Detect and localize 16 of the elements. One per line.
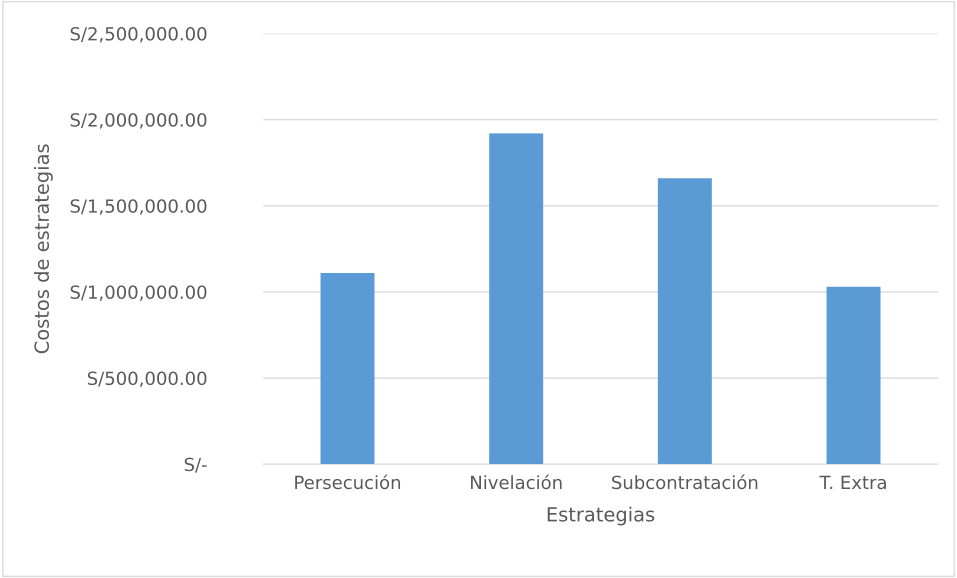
y-tick-label: S/2,500,000.00 bbox=[70, 26, 206, 42]
x-tick-label: Persecución bbox=[295, 474, 400, 490]
y-axis-title: Costos de estrategias bbox=[34, 144, 53, 354]
x-tick-label: Subcontratación bbox=[612, 474, 758, 490]
x-tick-label: T. Extra bbox=[819, 476, 886, 490]
bar bbox=[826, 286, 881, 464]
x-axis-title: Estrategias bbox=[548, 506, 654, 526]
y-tick-label: S/500,000.00 bbox=[88, 371, 206, 387]
bar bbox=[320, 272, 374, 464]
y-tick-label: S/1,000,000.00 bbox=[70, 285, 206, 301]
bar bbox=[658, 178, 712, 464]
bar bbox=[489, 133, 544, 464]
y-tick-label: S/- bbox=[184, 458, 207, 473]
x-tick-label: Nivelación bbox=[471, 474, 562, 490]
y-tick-label: S/2,000,000.00 bbox=[70, 113, 206, 129]
y-tick-label: S/1,500,000.00 bbox=[70, 199, 206, 215]
